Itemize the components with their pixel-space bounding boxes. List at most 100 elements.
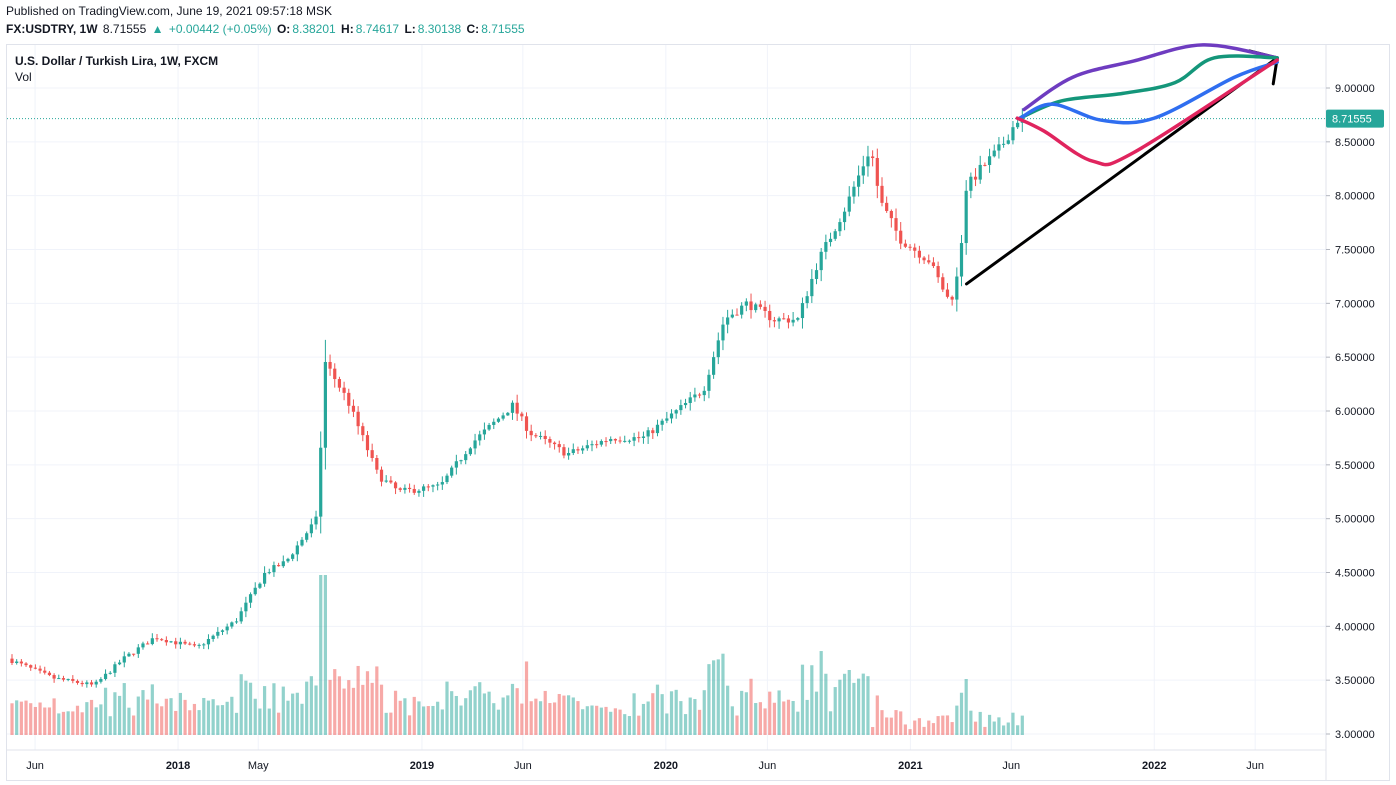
candle-body-down (19, 661, 23, 664)
x-tick-label: 2021 (898, 760, 922, 772)
candle-body-down (47, 672, 52, 676)
candle-body-up (866, 156, 870, 167)
candle-body-down (875, 158, 879, 186)
volume-bar (524, 661, 529, 735)
x-tick-label: Jun (1246, 760, 1264, 772)
symbol-label: FX:USDTRY, 1W (6, 22, 98, 36)
volume-bar (674, 689, 678, 735)
volume-bar (75, 705, 80, 735)
candle-body-up (211, 635, 215, 639)
candle-body-up (113, 664, 117, 673)
candle-body-up (623, 440, 627, 442)
volume-bar (749, 678, 753, 735)
volume-bar (936, 716, 940, 735)
candle-body-down (768, 310, 772, 321)
volume-bar (782, 701, 786, 735)
volume-bar (927, 720, 931, 735)
volume-bar (585, 706, 589, 735)
candle-body-up (599, 441, 603, 445)
candle-body-up (431, 485, 435, 487)
candle-body-down (749, 301, 753, 311)
ohlc-line: FX:USDTRY, 1W 8.71555 ▲ +0.00442 (+0.05%… (6, 22, 527, 36)
candle-body-down (515, 402, 519, 414)
volume-bar (875, 695, 879, 735)
candle-body-down (973, 176, 978, 180)
volume-bar (146, 699, 150, 735)
candle-body-up (627, 440, 632, 442)
candle-body-up (674, 410, 678, 414)
low-value: 8.30138 (417, 22, 462, 36)
volume-bar (122, 683, 126, 735)
volume-bar (501, 697, 505, 735)
candle-body-up (178, 641, 182, 645)
x-tick-label: 2018 (166, 760, 190, 772)
candle-body-up (702, 390, 706, 396)
volume-bar (89, 699, 94, 735)
volume-bar (47, 707, 52, 735)
volume-bar (857, 678, 861, 735)
candle-body-up (127, 653, 131, 657)
volume-bar (983, 726, 987, 735)
volume-bar (422, 706, 426, 735)
y-tick-label: 9.00000 (1335, 83, 1375, 95)
volume-bar (178, 692, 182, 735)
candle-body-down (576, 449, 580, 451)
y-tick-label: 4.00000 (1335, 621, 1375, 633)
candle-body-down (347, 392, 351, 406)
volume-bar (333, 669, 337, 735)
volume-bar (660, 694, 664, 735)
candle-body-up (571, 449, 575, 454)
x-tick-label: 2020 (654, 760, 678, 772)
volume-bar (57, 713, 61, 735)
candle-body-up (267, 572, 271, 574)
volume-bar (10, 703, 14, 735)
candle-body-down (75, 680, 80, 683)
candle-body-up (632, 437, 636, 441)
candle-body-up (842, 211, 847, 223)
volume-bar (772, 702, 777, 735)
candle-body-up (122, 656, 126, 663)
candle-body-down (328, 361, 332, 369)
candle-body-down (936, 266, 940, 278)
candle-body-up (253, 587, 257, 595)
candle-body-down (351, 405, 356, 412)
candle-body-down (24, 663, 28, 666)
candle-body-down (183, 641, 187, 644)
volume-bar (908, 729, 912, 735)
volume-bar (230, 696, 234, 735)
volume-bar (712, 660, 716, 735)
volume-bar (978, 711, 982, 735)
candle-body-up (800, 303, 805, 319)
volume-bar (272, 683, 276, 735)
candle-body-down (361, 426, 365, 436)
candle-body-down (637, 437, 641, 439)
candle-body-down (370, 450, 374, 459)
volume-bar (197, 710, 201, 735)
candle-body-up (473, 440, 477, 449)
volume-bar (136, 696, 140, 735)
candle-body-up (103, 673, 108, 680)
candle-body-up (969, 176, 973, 191)
candle-body-up (791, 319, 795, 323)
candle-body-up (309, 524, 313, 534)
volume-bar (496, 709, 501, 735)
candle-body-up (824, 242, 828, 252)
candle-body-up (1011, 127, 1015, 141)
volume-bar (188, 710, 192, 735)
volume-bar (609, 711, 613, 735)
candle-body-up (436, 484, 440, 486)
candle-body-up (721, 324, 725, 341)
volume-bar (805, 699, 809, 735)
candle-body-down (613, 438, 617, 441)
volume-bar (361, 684, 365, 735)
volume-bar (871, 727, 875, 735)
candle-body-down (393, 482, 398, 489)
published-line: Published on TradingView.com, June 19, 2… (6, 4, 332, 18)
candle-body-up (440, 482, 444, 485)
volume-bar (286, 700, 290, 735)
volume-bar (721, 653, 725, 735)
volume-bar (768, 691, 772, 735)
volume-bar (492, 703, 496, 735)
volume-bar (347, 680, 351, 735)
